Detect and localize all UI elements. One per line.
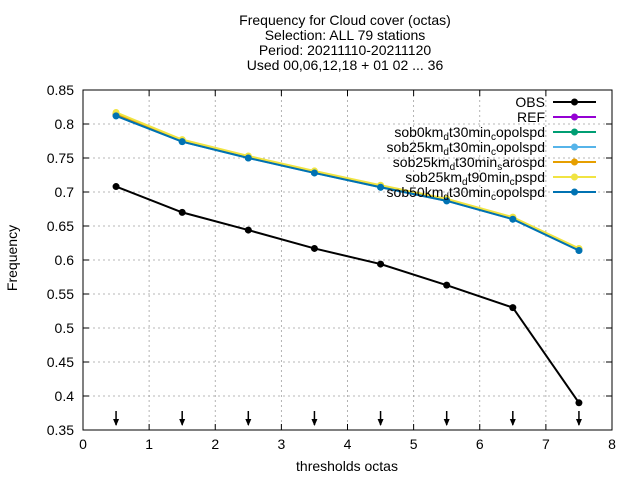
series [112, 108, 583, 407]
series-line [115, 114, 580, 252]
series-point [178, 138, 186, 146]
legend-label: sob25kmdt90mincpspd [405, 169, 545, 188]
legend-label: sob25kmdt30mincopolspd [387, 139, 545, 158]
series-point [377, 183, 385, 191]
x-tick-label: 4 [344, 436, 352, 452]
x-tick-label: 5 [410, 436, 418, 452]
y-tick-label: 0.8 [55, 116, 75, 132]
title-line-3: Period: 20211110-20211120 [259, 42, 432, 58]
y-tick-label: 0.65 [47, 218, 74, 234]
series-point [310, 169, 318, 177]
chart-title: Frequency for Cloud cover (octas) Select… [239, 12, 451, 73]
threshold-arrow-head [245, 419, 252, 426]
threshold-arrow-head [113, 419, 120, 426]
legend-swatch-marker [571, 128, 578, 136]
y-tick-label: 0.5 [55, 320, 75, 336]
threshold-arrows [113, 411, 582, 426]
series-point [509, 304, 517, 312]
y-axis-label: Frequency [4, 225, 20, 291]
series-point [178, 208, 186, 216]
y-tick-label: 0.6 [55, 252, 75, 268]
series-line [115, 185, 580, 404]
threshold-arrow-head [377, 419, 384, 426]
legend-label: sob0kmdt30mincopolspd [394, 124, 545, 143]
x-tick-label: 1 [145, 436, 153, 452]
series-point [575, 399, 583, 407]
y-tick-label: 0.35 [47, 422, 74, 438]
series-point [443, 197, 451, 205]
legend-swatch-marker [571, 158, 578, 166]
y-tick-label: 0.55 [47, 286, 74, 302]
series-point [377, 260, 385, 268]
legend: OBSREFsob0kmdt30mincopolspdsob25kmdt30mi… [387, 94, 596, 203]
title-line-1: Frequency for Cloud cover (octas) [239, 12, 451, 28]
series-point [575, 246, 583, 254]
axis-ticks: 0 1 2 3 4 5 6 7 8 0.35 0.4 0.45 0.5 0.55 0.6 0.65 0.7 0.7… [47, 82, 616, 452]
y-tick-label: 0.4 [55, 388, 75, 404]
series-point [443, 281, 451, 289]
threshold-arrow-head [509, 419, 516, 426]
legend-swatch-marker [571, 98, 578, 106]
legend-swatch-marker [571, 188, 578, 196]
title-line-2: Selection: ALL 79 stations [265, 27, 426, 43]
threshold-arrow-head [311, 419, 318, 426]
y-tick-label: 0.75 [47, 150, 74, 166]
y-tick-label: 0.85 [47, 82, 74, 98]
legend-label: sob50kmdt30mincopolspd [387, 184, 545, 203]
grid [83, 90, 612, 430]
x-tick-label: 7 [542, 436, 550, 452]
series-point [509, 215, 517, 223]
series-line [115, 111, 580, 250]
x-tick-label: 2 [211, 436, 219, 452]
x-tick-label: 3 [277, 436, 285, 452]
series-point [244, 154, 252, 162]
x-tick-label: 8 [608, 436, 616, 452]
legend-swatch-marker [571, 143, 578, 151]
series-point [112, 112, 120, 120]
title-line-4: Used 00,06,12,18 + 01 02 ... 36 [247, 57, 444, 73]
legend-label: OBS [515, 94, 545, 110]
threshold-arrow-head [443, 419, 450, 426]
series-point [112, 183, 120, 191]
x-tick-label: 0 [79, 436, 87, 452]
threshold-arrow-head [179, 419, 186, 426]
threshold-arrow-head [575, 419, 582, 426]
legend-label: sob25kmdt30minsarospd [393, 154, 545, 173]
series-point [244, 226, 252, 234]
x-axis-label: thresholds octas [296, 458, 398, 474]
legend-label: REF [517, 109, 545, 125]
x-tick-label: 6 [476, 436, 484, 452]
legend-swatch-marker [571, 173, 578, 181]
y-tick-label: 0.45 [47, 354, 74, 370]
y-tick-label: 0.7 [55, 184, 75, 200]
legend-swatch-marker [571, 113, 578, 121]
series-point [310, 244, 318, 252]
